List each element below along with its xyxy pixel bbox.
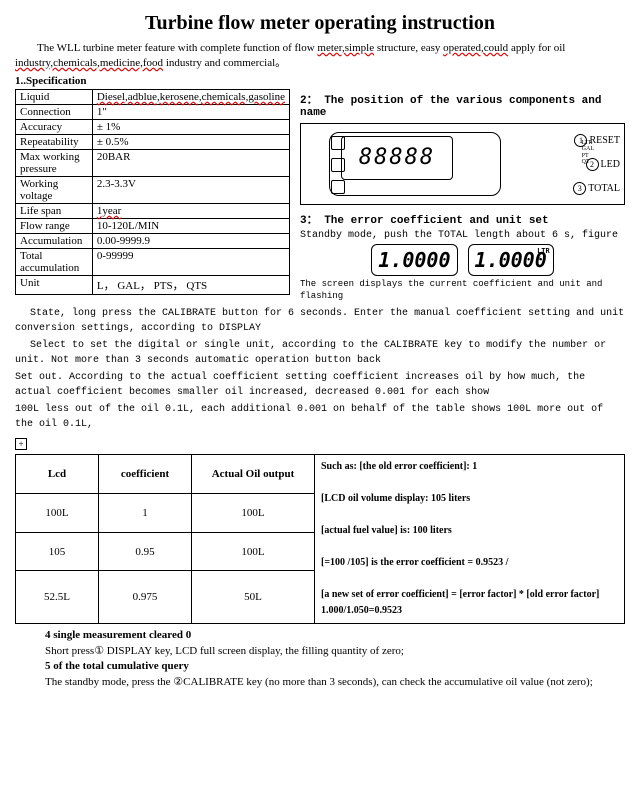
sec3-sub: Standby mode, push the TOTAL length abou… — [300, 229, 625, 243]
expand-icon[interactable]: + — [15, 438, 27, 450]
spec-table: LiquidDiesel,adblue,kerosene,chemicals,g… — [15, 89, 290, 295]
footer-sections: 4 single measurement cleared 0 Short pre… — [15, 628, 625, 690]
coefficient-table: Lcd coefficient Actual Oil output Such a… — [15, 454, 625, 624]
sec3-caption: The screen displays the current coeffici… — [300, 278, 625, 302]
component-diagram: 88888 LTR GAL PT QT 1RESET 2LED 3TOTAL — [300, 123, 625, 205]
intro-text: The WLL turbine meter feature with compl… — [15, 41, 625, 71]
instruction-body: State, long press the CALIBRATE button f… — [15, 306, 625, 432]
explanation-cell: Such as: [the old error coefficient]: 1 … — [315, 455, 625, 624]
spec-heading: 1..Specification — [15, 75, 625, 87]
page-title: Turbine flow meter operating instruction — [15, 12, 625, 35]
sec2-title: 2： The position of the various component… — [300, 91, 625, 119]
sec3-title: 3： The error coefficient and unit set — [300, 211, 625, 227]
mini-lcds: 1.0000 1.0000LTR % — [300, 244, 625, 276]
